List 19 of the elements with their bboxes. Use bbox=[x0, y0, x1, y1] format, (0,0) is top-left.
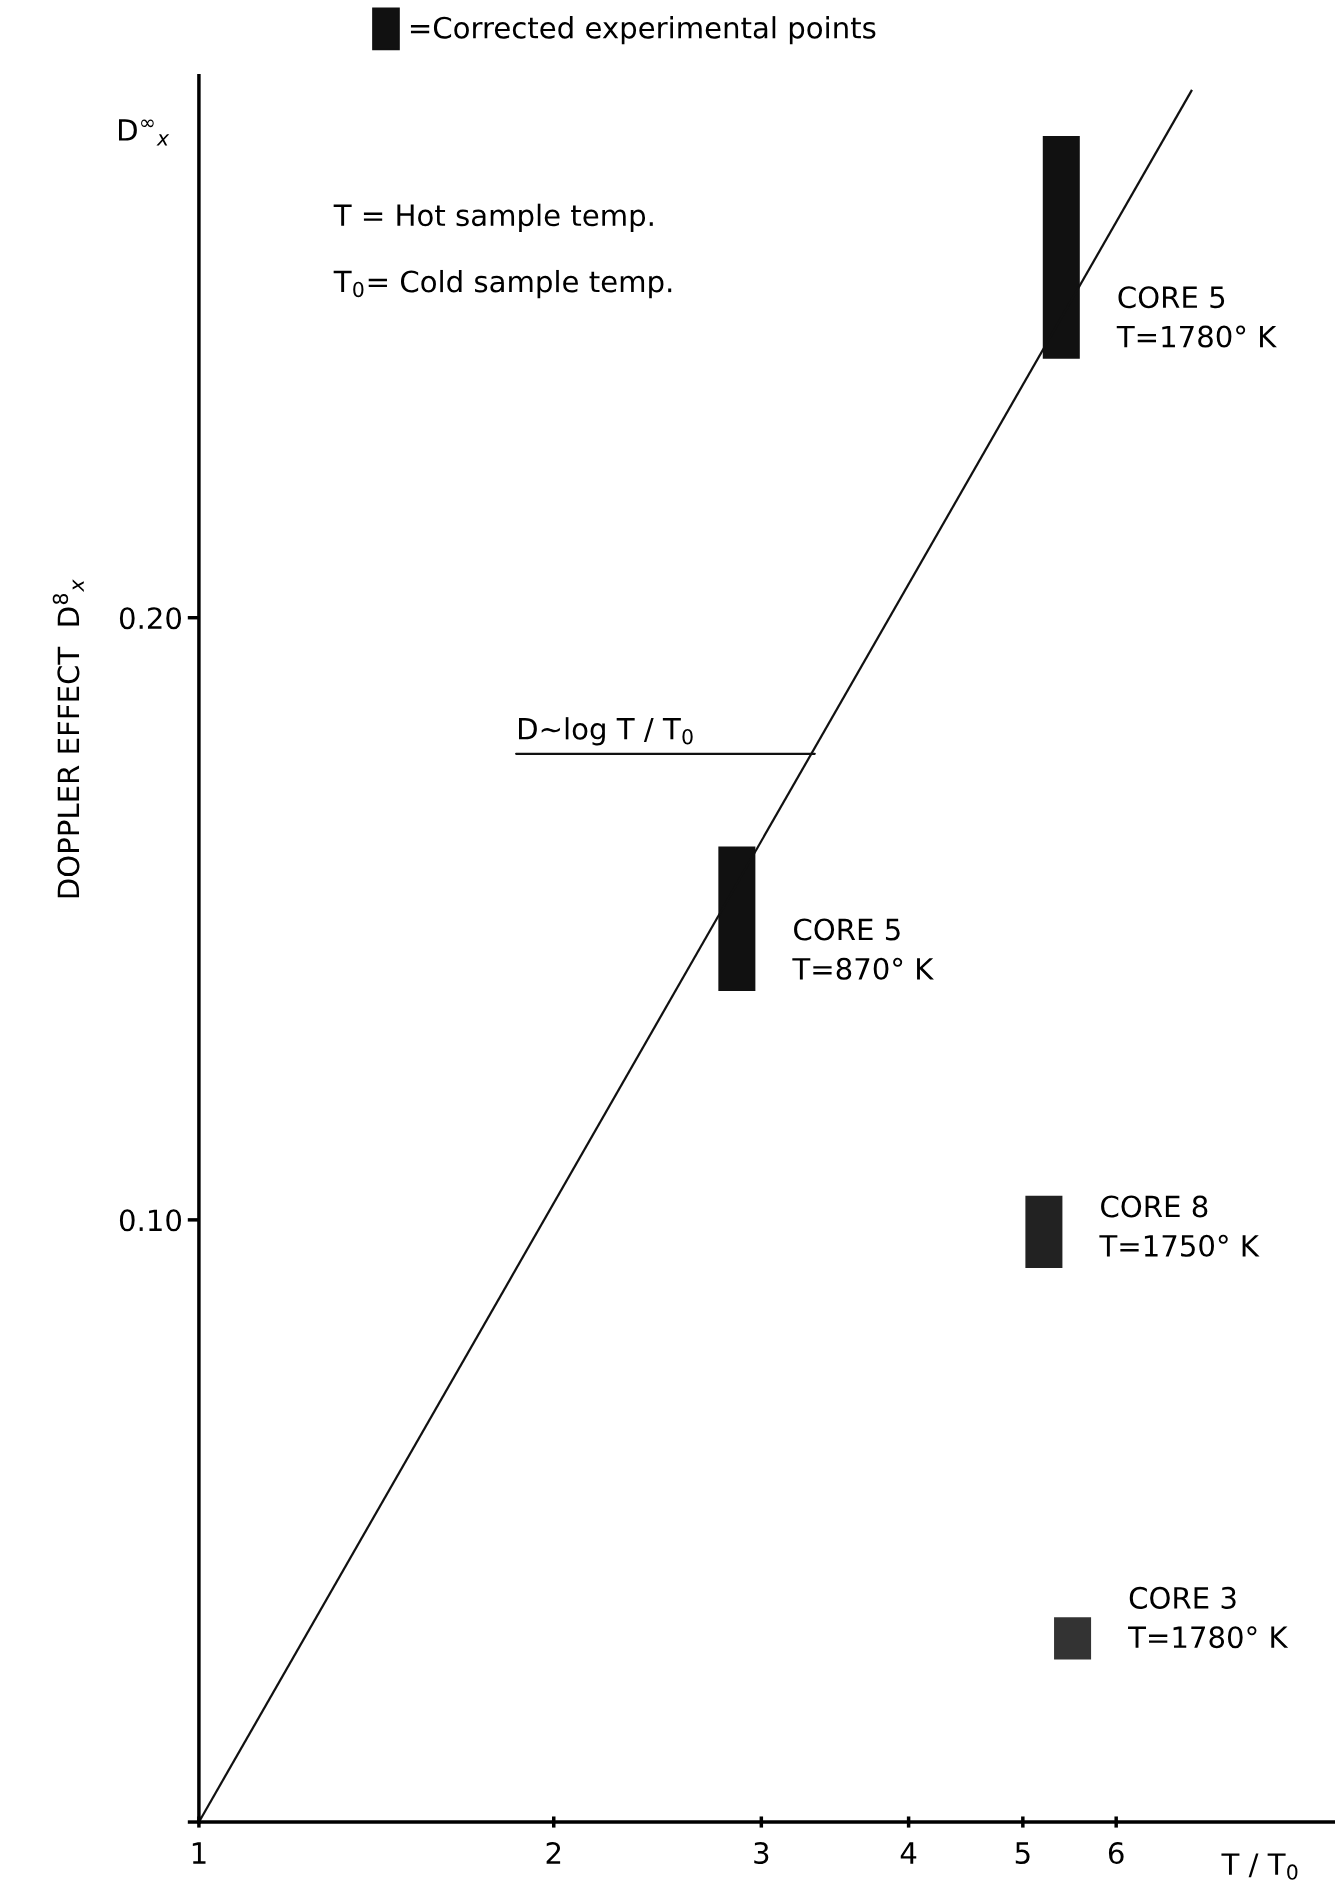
annotation: CORE 5 T=1780° K bbox=[1116, 286, 1277, 348]
x-axis-title: T / T$_{0}$ bbox=[1221, 1853, 1298, 1880]
x-tick-label: 3 bbox=[754, 1841, 769, 1865]
x-tick-label: 1 bbox=[192, 1842, 206, 1864]
annotation: CORE 3 T=1780° K bbox=[1128, 1586, 1289, 1649]
annotation: D~log T / T$_{0}$ bbox=[519, 717, 693, 746]
legend-label: =Corrected experimental points bbox=[410, 16, 876, 45]
x-tick-label: 2 bbox=[546, 1841, 561, 1864]
y-tick-label: 0.10 bbox=[119, 1209, 182, 1232]
y-tick-label: 0.20 bbox=[119, 607, 182, 630]
annotation: T = Hot sample temp. bbox=[333, 203, 653, 232]
annotation: CORE 5 T=870° K bbox=[792, 918, 934, 980]
annotation: CORE 8 T=1750° K bbox=[1099, 1195, 1260, 1257]
x-tick-label: 5 bbox=[1015, 1842, 1030, 1865]
annotation: T$_{0}$= Cold sample temp. bbox=[333, 269, 672, 299]
x-tick-label: 4 bbox=[900, 1842, 917, 1864]
text: D$^{∞}$$_{x}$ bbox=[119, 119, 170, 146]
y-axis-title: DOPPLER EFFECT D$^{8}$$_{x}$ bbox=[52, 579, 84, 898]
x-tick-label: 6 bbox=[1108, 1841, 1124, 1865]
